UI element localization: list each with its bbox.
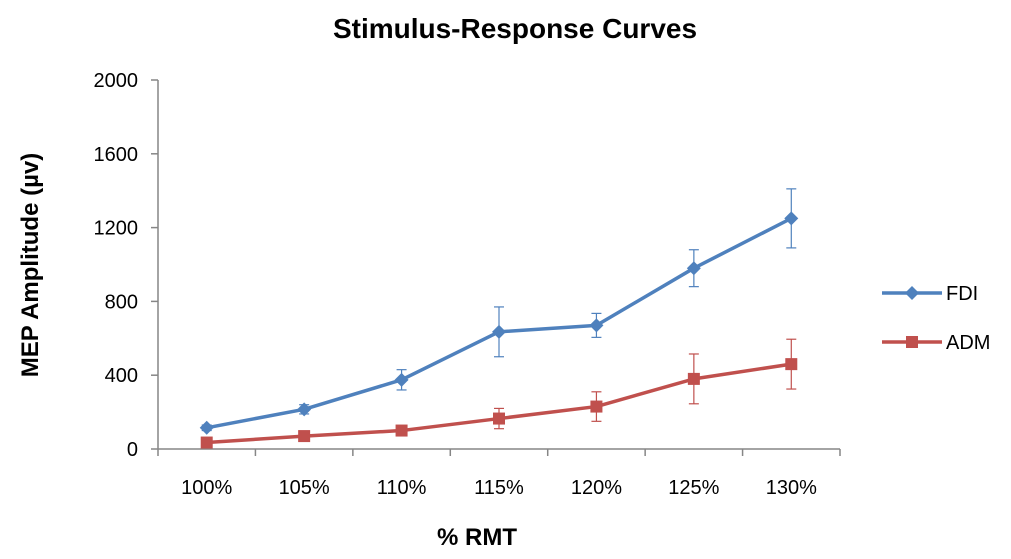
data-point: [297, 402, 312, 417]
x-axis-ticks: 100% 105% 110% 115% 120% 125% 130%: [157, 449, 841, 499]
legend-label: FDI: [946, 283, 978, 305]
x-tick-label: 100%: [181, 477, 232, 499]
legend-marker: [905, 286, 919, 300]
data-point: [199, 420, 214, 435]
y-tick-label: 800: [105, 291, 138, 313]
data-point: [590, 400, 603, 413]
data-point: [589, 318, 604, 333]
data-point: [394, 372, 409, 387]
series-line: [206, 362, 792, 445]
data-point: [492, 324, 506, 339]
legend-marker: [906, 336, 918, 348]
x-tick-label: 125%: [668, 477, 719, 499]
series-adm: [200, 338, 798, 449]
data-point: [200, 436, 213, 449]
y-tick-label: 1200: [94, 218, 139, 240]
legend: FDI ADM: [882, 283, 990, 354]
series-fdi: [199, 188, 799, 435]
x-tick-label: 115%: [474, 477, 524, 499]
x-tick-label: 105%: [279, 477, 330, 499]
legend-label: ADM: [946, 332, 990, 354]
x-tick-label: 130%: [766, 477, 817, 499]
data-point: [686, 261, 701, 276]
y-axis-ticks: 0 400 800 1200 1600 2000: [94, 70, 158, 461]
data-point: [785, 358, 798, 371]
series-layer: [199, 188, 799, 449]
data-point: [493, 412, 505, 425]
data-point: [784, 211, 799, 226]
y-tick-label: 400: [105, 365, 138, 387]
legend-item-adm: ADM: [882, 332, 990, 354]
x-axis-label: % RMT: [437, 524, 517, 551]
data-point: [395, 424, 408, 437]
x-tick-label: 110%: [377, 477, 427, 499]
y-tick-label: 0: [127, 439, 138, 461]
data-point: [687, 372, 700, 385]
y-tick-label: 2000: [94, 70, 139, 92]
legend-item-fdi: FDI: [882, 283, 978, 305]
x-tick-label: 120%: [571, 477, 622, 499]
chart-title: Stimulus-Response Curves: [333, 13, 697, 44]
data-point: [298, 430, 311, 443]
y-tick-label: 1600: [94, 144, 139, 166]
y-axis-label: MEP Amplitude (µv): [17, 153, 44, 378]
